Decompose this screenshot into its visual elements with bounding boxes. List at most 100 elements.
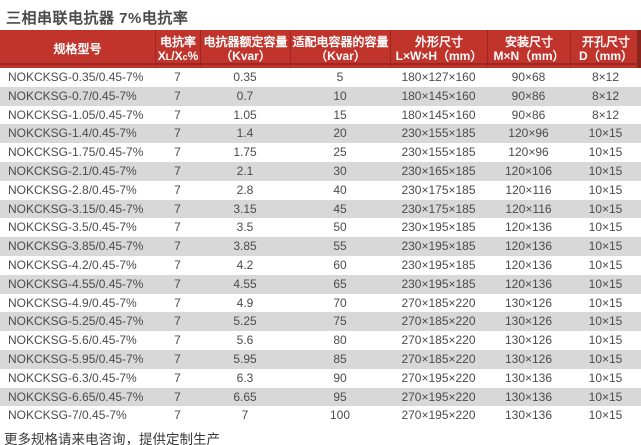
table-row: NOKCKSG-7/0.45-7% 7 7 100 270×195×220 130×136… xyxy=(0,406,641,426)
cell-dimensions-lwh-mm: 230×165×185 xyxy=(401,163,476,178)
cell-hole-d-mm: 10×15 xyxy=(588,182,623,197)
cell-hole-d-mm: 10×15 xyxy=(588,333,623,348)
column-header-reactor-capacity-line2: （Kvar） xyxy=(220,49,271,63)
column-header-reactor-capacity-line1: 电抗器额定容量 xyxy=(203,34,288,49)
column-header-capacitor-capacity-line2: （Kvar） xyxy=(315,49,366,63)
cell-reactance-rate: 7 xyxy=(174,70,181,84)
cell-capacitor-capacity-kvar: 90 xyxy=(333,370,347,385)
cell-capacitor-capacity-kvar: 55 xyxy=(333,239,347,254)
cell-mounting-mn-mm: 130×136 xyxy=(504,408,553,423)
cell-hole-d-mm: 10×15 xyxy=(588,126,623,141)
cell-capacitor-capacity-kvar: 70 xyxy=(333,295,347,310)
cell-mounting-mn-mm: 120×96 xyxy=(508,145,549,160)
cell-capacitor-capacity-kvar: 100 xyxy=(329,408,351,423)
column-header-mounting: 安装尺寸 M×N（mm） xyxy=(487,30,570,68)
cell-dimensions-lwh-mm: 180×127×160 xyxy=(401,70,476,84)
cell-mounting-mn-mm: 120×116 xyxy=(505,182,552,197)
cell-reactance-rate: 7 xyxy=(174,351,181,366)
cell-hole-d-mm: 10×15 xyxy=(588,370,623,385)
cell-capacitor-capacity-kvar: 95 xyxy=(333,389,347,404)
cell-hole-d-mm: 10×15 xyxy=(588,389,623,404)
table-row: NOKCKSG-3.15/0.45-7% 7 3.15 45 230×175×185 12… xyxy=(0,199,641,219)
cell-capacitor-capacity-kvar: 30 xyxy=(333,163,347,178)
cell-capacitor-capacity-kvar: 15 xyxy=(333,107,347,122)
cell-model: NOKCKSG-4.55/0.45-7% xyxy=(8,276,144,291)
cell-hole-d-mm: 10×15 xyxy=(588,408,623,423)
cell-rated-capacity-kvar: 6.65 xyxy=(233,389,257,404)
cell-mounting-mn-mm: 130×136 xyxy=(504,389,553,404)
cell-dimensions-lwh-mm: 230×155×185 xyxy=(401,145,476,160)
table-row: NOKCKSG-4.2/0.45-7% 7 4.2 60 230×195×185 120×… xyxy=(0,255,641,275)
cell-reactance-rate: 7 xyxy=(174,239,181,254)
column-header-hole-line2: D（mm） xyxy=(578,49,633,63)
cell-reactance-rate: 7 xyxy=(174,276,181,291)
cell-dimensions-lwh-mm: 270×185×220 xyxy=(401,333,476,348)
table-row: NOKCKSG-4.9/0.45-7% 7 4.9 70 270×185×220 130×… xyxy=(0,293,641,313)
cell-rated-capacity-kvar: 4.55 xyxy=(233,276,257,291)
cell-reactance-rate: 7 xyxy=(174,201,181,216)
cell-rated-capacity-kvar: 5.95 xyxy=(233,351,257,366)
table-row: NOKCKSG-0.7/0.45-7% 7 0.7 10 180×145×160 90×8… xyxy=(0,86,641,106)
cell-rated-capacity-kvar: 1.05 xyxy=(233,107,257,122)
cell-reactance-rate: 7 xyxy=(174,370,181,385)
cell-dimensions-lwh-mm: 230×175×185 xyxy=(401,182,476,197)
cell-mounting-mn-mm: 120×116 xyxy=(505,201,552,216)
cell-dimensions-lwh-mm: 230×155×185 xyxy=(401,126,476,141)
cell-model: NOKCKSG-5.6/0.45-7% xyxy=(8,333,137,348)
table-row: NOKCKSG-5.95/0.45-7% 7 5.95 85 270×185×220 13… xyxy=(0,349,641,369)
catalog-page: 三相串联电抗器 7%电抗率 规格型号 电抗率 XL/Xc% 电抗器额定容量 （K… xyxy=(0,7,641,445)
cell-rated-capacity-kvar: 1.4 xyxy=(236,126,254,141)
column-header-dimensions-line1: 外形尺寸 xyxy=(414,34,463,49)
column-header-hole: 开孔尺寸 D（mm） xyxy=(570,30,641,68)
cell-model: NOKCKSG-4.9/0.45-7% xyxy=(8,295,137,310)
cell-mounting-mn-mm: 120×96 xyxy=(508,126,549,141)
cell-dimensions-lwh-mm: 270×185×220 xyxy=(401,314,476,329)
column-header-model-label: 规格型号 xyxy=(53,41,102,56)
cell-hole-d-mm: 8×12 xyxy=(591,107,620,122)
table-row: NOKCKSG-1.05/0.45-7% 7 1.05 15 180×145×160 90… xyxy=(0,105,641,125)
cell-rated-capacity-kvar: 4.2 xyxy=(236,257,254,272)
page-title: 三相串联电抗器 7%电抗率 xyxy=(6,10,189,27)
cell-hole-d-mm: 10×15 xyxy=(588,257,623,272)
cell-model: NOKCKSG-3.5/0.45-7% xyxy=(8,220,137,235)
cell-model: NOKCKSG-1.4/0.45-7% xyxy=(8,126,137,141)
cell-mounting-mn-mm: 120×136 xyxy=(504,276,553,291)
table-row: NOKCKSG-5.25/0.45-7% 7 5.25 75 270×185×220 13… xyxy=(0,312,641,332)
cell-hole-d-mm: 10×15 xyxy=(588,163,623,178)
cell-hole-d-mm: 10×15 xyxy=(588,276,623,291)
column-header-mounting-line2: M×N（mm） xyxy=(493,49,565,63)
table-header-row: 规格型号 电抗率 XL/Xc% 电抗器额定容量 （Kvar） 适配电容器的容量 … xyxy=(0,30,641,68)
cell-reactance-rate: 7 xyxy=(174,220,181,235)
cell-reactance-rate: 7 xyxy=(174,408,181,423)
cell-reactance-rate: 7 xyxy=(174,295,181,310)
cell-hole-d-mm: 10×15 xyxy=(588,220,623,235)
table-row: NOKCKSG-1.4/0.45-7% 7 1.4 20 230×155×185 120×… xyxy=(0,124,641,144)
cell-model: NOKCKSG-2.8/0.45-7% xyxy=(8,182,137,197)
table-row: NOKCKSG-6.3/0.45-7% 7 6.3 90 270×195×220 130×… xyxy=(0,368,641,388)
cell-dimensions-lwh-mm: 180×145×160 xyxy=(401,107,476,122)
cell-rated-capacity-kvar: 0.35 xyxy=(233,70,257,84)
cell-dimensions-lwh-mm: 230×175×185 xyxy=(401,201,476,216)
cell-model: NOKCKSG-6.3/0.45-7% xyxy=(8,370,137,385)
cell-rated-capacity-kvar: 2.8 xyxy=(236,182,254,197)
cell-model: NOKCKSG-2.1/0.45-7% xyxy=(8,163,137,178)
cell-mounting-mn-mm: 130×126 xyxy=(504,333,553,348)
cell-model: NOKCKSG-3.85/0.45-7% xyxy=(8,239,144,254)
cell-reactance-rate: 7 xyxy=(174,389,181,404)
cell-mounting-mn-mm: 120×106 xyxy=(504,163,553,178)
cell-dimensions-lwh-mm: 270×195×220 xyxy=(401,389,476,404)
cell-mounting-mn-mm: 130×126 xyxy=(504,314,553,329)
cell-mounting-mn-mm: 90×86 xyxy=(511,107,546,122)
cell-capacitor-capacity-kvar: 5 xyxy=(336,70,344,84)
column-header-capacitor-capacity: 适配电容器的容量 （Kvar） xyxy=(290,30,390,68)
cell-hole-d-mm: 8×12 xyxy=(591,88,620,103)
cell-model: NOKCKSG-3.15/0.45-7% xyxy=(8,201,144,216)
cell-reactance-rate: 7 xyxy=(174,314,181,329)
table-row: NOKCKSG-0.35/0.45-7% 7 0.35 5 180×127×160 90×… xyxy=(0,68,641,87)
cell-model: NOKCKSG-1.75/0.45-7% xyxy=(8,145,144,160)
column-header-hole-line1: 开孔尺寸 xyxy=(581,34,630,49)
column-header-dimensions-line2: L×W×H（mm） xyxy=(395,49,483,63)
cell-dimensions-lwh-mm: 270×185×220 xyxy=(401,295,476,310)
column-header-reactance-rate: 电抗率 XL/Xc% xyxy=(155,30,200,68)
table-row: NOKCKSG-2.1/0.45-7% 7 2.1 30 230×165×185 120×… xyxy=(0,161,641,181)
